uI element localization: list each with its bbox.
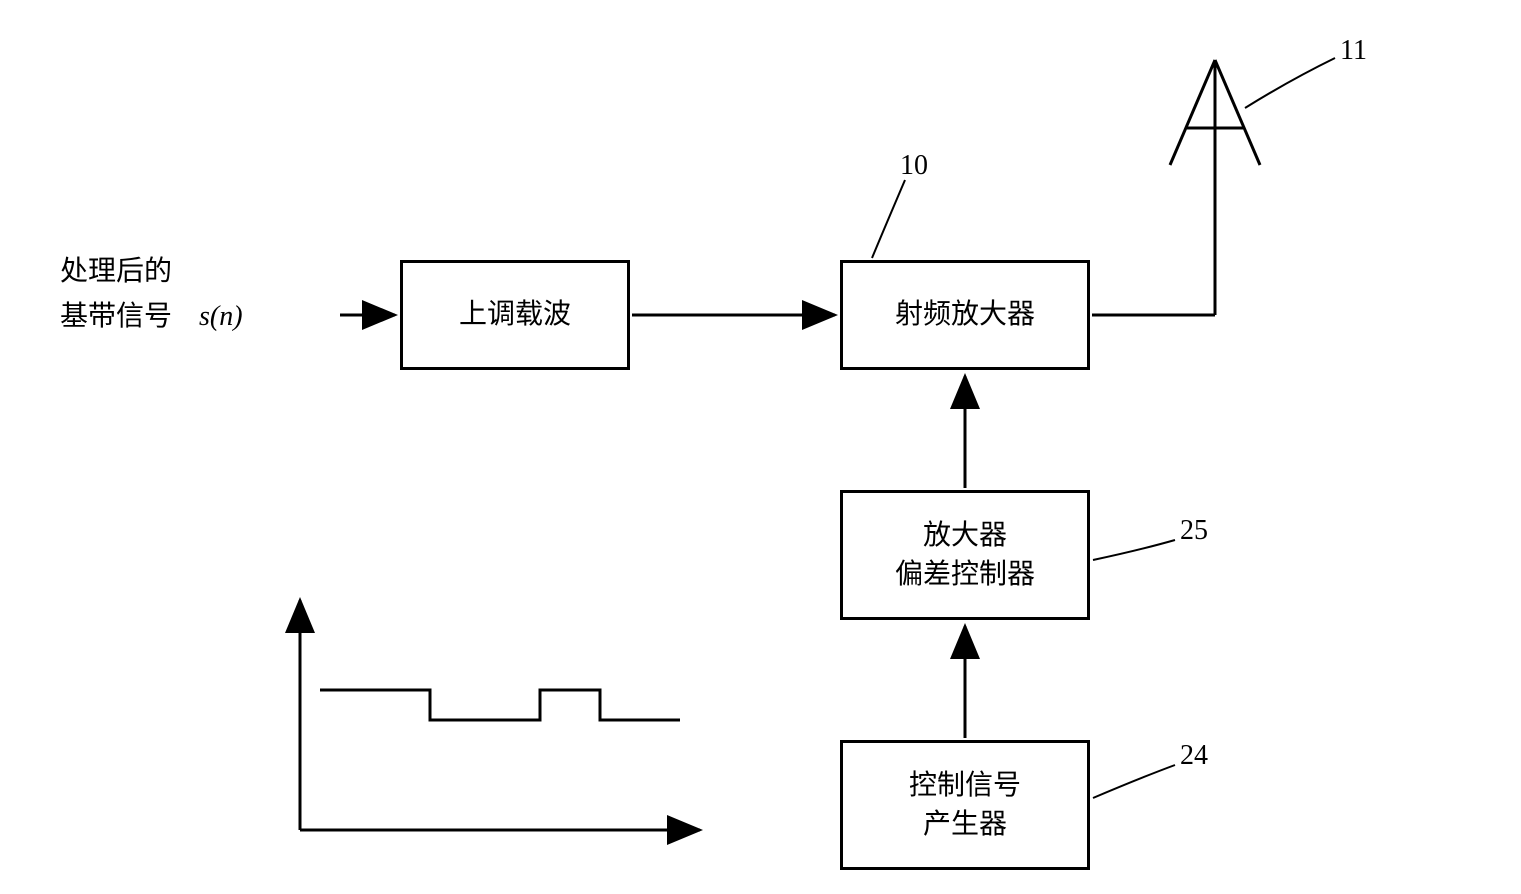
bias-controller-block: 放大器 偏差控制器 xyxy=(840,490,1090,620)
control-signal-generator-text: 控制信号 产生器 xyxy=(909,766,1021,844)
input-label-line2-wrap: 基带信号 s(n) xyxy=(60,295,340,340)
input-signal-label: 处理后的 基带信号 s(n) xyxy=(60,250,340,340)
upconvert-text: 上调载波 xyxy=(459,295,571,334)
ref-11: 11 xyxy=(1340,35,1367,67)
antenna-arm-left xyxy=(1170,60,1215,165)
ref-10: 10 xyxy=(900,150,928,182)
input-label-line2: 基带信号 xyxy=(60,301,172,332)
rf-amplifier-block: 射频放大器 xyxy=(840,260,1090,370)
control-signal-generator-block: 控制信号 产生器 xyxy=(840,740,1090,870)
ref-25: 25 xyxy=(1180,515,1208,547)
leader-24 xyxy=(1093,765,1175,798)
input-signal-symbol: s(n) xyxy=(199,301,243,332)
waveform-signal xyxy=(320,690,680,720)
leader-11 xyxy=(1245,58,1335,108)
rf-amplifier-text: 射频放大器 xyxy=(895,295,1035,334)
antenna-arm-right xyxy=(1215,60,1260,165)
leader-25 xyxy=(1093,540,1175,560)
bias-controller-text: 放大器 偏差控制器 xyxy=(895,516,1035,594)
ref-24: 24 xyxy=(1180,740,1208,772)
upconvert-block: 上调载波 xyxy=(400,260,630,370)
block-diagram: 处理后的 基带信号 s(n) 上调载波 射频放大器 放大器 偏差控制器 控制信号… xyxy=(0,0,1521,894)
input-label-line1: 处理后的 xyxy=(60,250,340,295)
leader-10 xyxy=(872,180,905,258)
svg-overlay xyxy=(0,0,1521,894)
